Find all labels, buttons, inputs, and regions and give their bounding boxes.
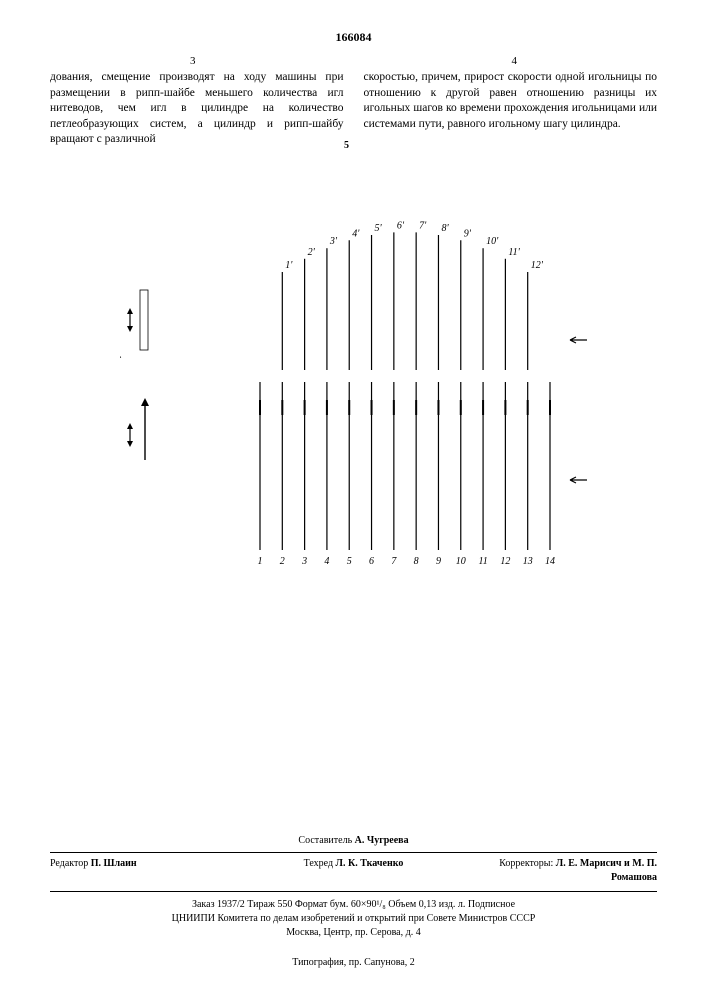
publication-block: Заказ 1937/2 Тираж 550 Формат бум. 60×90… [50, 891, 657, 940]
svg-text:6: 6 [369, 556, 374, 567]
needle-diagram: 1'2'3'4'5'6'7'8'9'10'11'12'1234567891011… [120, 200, 587, 580]
svg-text:2': 2' [308, 247, 316, 258]
svg-text:4: 4 [324, 556, 329, 567]
svg-text:9': 9' [464, 228, 472, 239]
svg-text:5: 5 [347, 556, 352, 567]
editor-label: Редактор [50, 858, 88, 869]
svg-text:1': 1' [285, 260, 293, 271]
svg-text:5': 5' [375, 223, 383, 234]
svg-text:7': 7' [419, 220, 427, 231]
text-columns: дования, смещение производят на ходу маш… [50, 70, 657, 148]
svg-text:10': 10' [486, 236, 499, 247]
svg-text:14: 14 [545, 556, 555, 567]
patent-number: 166084 [0, 30, 707, 45]
compiler-row: Составитель А. Чугреева [50, 834, 657, 848]
column-left-text: дования, смещение производят на ходу маш… [50, 70, 344, 148]
svg-text:11': 11' [508, 247, 520, 258]
corrector-names: Л. Е. Марисич и М. П. Ромашова [556, 858, 657, 883]
techred-label: Техред [304, 858, 333, 869]
column-right-text: скоростью, причем, прирост скорости одно… [364, 70, 658, 148]
svg-text:9: 9 [436, 556, 441, 567]
editor-cell: Редактор П. Шлаин [50, 857, 252, 885]
column-number-left: 3 [190, 55, 196, 67]
typography-line: Типография, пр. Сапунова, 2 [0, 957, 707, 968]
editor-name: П. Шлаин [91, 858, 137, 869]
line-marker-5: 5 [344, 140, 349, 151]
svg-text:10: 10 [456, 556, 466, 567]
diagram-svg: 1'2'3'4'5'6'7'8'9'10'11'12'1234567891011… [120, 200, 587, 580]
pub-line: Заказ 1937/2 Тираж 550 Формат бум. 60×90… [50, 898, 657, 912]
svg-text:12: 12 [500, 556, 510, 567]
svg-text:3: 3 [301, 556, 307, 567]
svg-text:4': 4' [352, 228, 360, 239]
compiler-label: Составитель [298, 835, 352, 846]
corrector-label: Корректоры: [499, 858, 553, 869]
svg-text:8: 8 [414, 556, 419, 567]
publisher2: Москва, Центр, пр. Серова, д. 4 [50, 926, 657, 940]
credits-row: Редактор П. Шлаин Техред Л. К. Ткаченко … [50, 852, 657, 885]
svg-text:12': 12' [531, 260, 544, 271]
techred-cell: Техред Л. К. Ткаченко [252, 857, 454, 885]
footer-block: Составитель А. Чугреева Редактор П. Шлаи… [50, 834, 657, 940]
svg-text:11: 11 [478, 556, 487, 567]
svg-text:7: 7 [391, 556, 397, 567]
publisher1: ЦНИИПИ Комитета по делам изобретений и о… [50, 912, 657, 926]
compiler-name: А. Чугреева [355, 835, 409, 846]
techred-name: Л. К. Ткаченко [336, 858, 404, 869]
svg-text:1: 1 [258, 556, 263, 567]
svg-text:2: 2 [280, 556, 285, 567]
svg-text:3': 3' [329, 236, 338, 247]
svg-text:8': 8' [441, 223, 449, 234]
svg-text:6': 6' [397, 220, 405, 231]
corrector-cell: Корректоры: Л. Е. Марисич и М. П. Ромашо… [455, 857, 657, 885]
svg-text:13: 13 [523, 556, 533, 567]
column-number-right: 4 [512, 55, 518, 67]
